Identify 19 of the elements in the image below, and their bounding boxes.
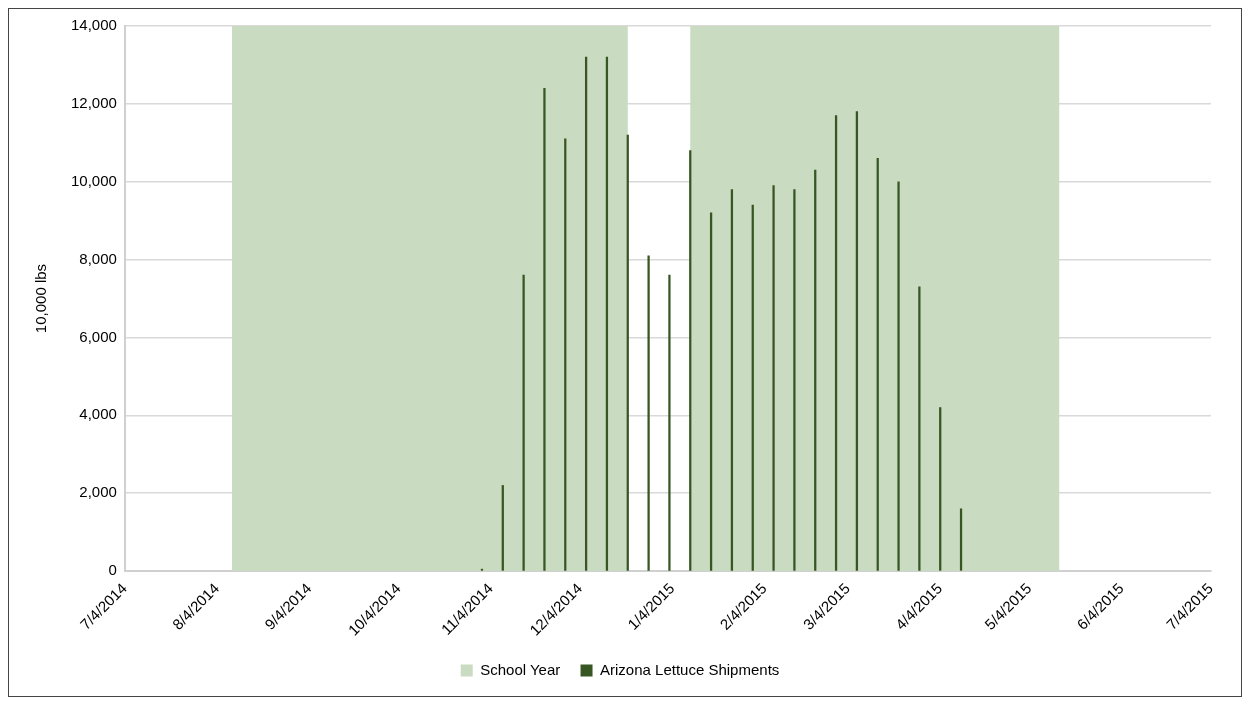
bar [793,189,796,571]
y-tick-label: 12,000 [70,94,117,112]
bar [522,274,525,571]
bar [668,274,671,571]
bar [647,255,650,571]
bar [543,87,546,571]
bar [897,181,900,571]
y-tick-label: 14,000 [70,16,117,34]
y-tick-label: 4,000 [79,405,117,423]
y-tick-label: 2,000 [79,483,117,501]
legend-label: Arizona Lettuce Shipments [600,660,780,678]
y-tick-label: 0 [108,561,117,579]
bar [772,185,775,571]
y-tick-label: 10,000 [70,171,117,189]
legend-label: School Year [480,660,561,678]
y-tick-label: 8,000 [79,249,117,267]
y-axis-title: 10,000 lbs [32,263,50,334]
bar [918,286,921,571]
y-tick-label: 6,000 [79,327,117,345]
